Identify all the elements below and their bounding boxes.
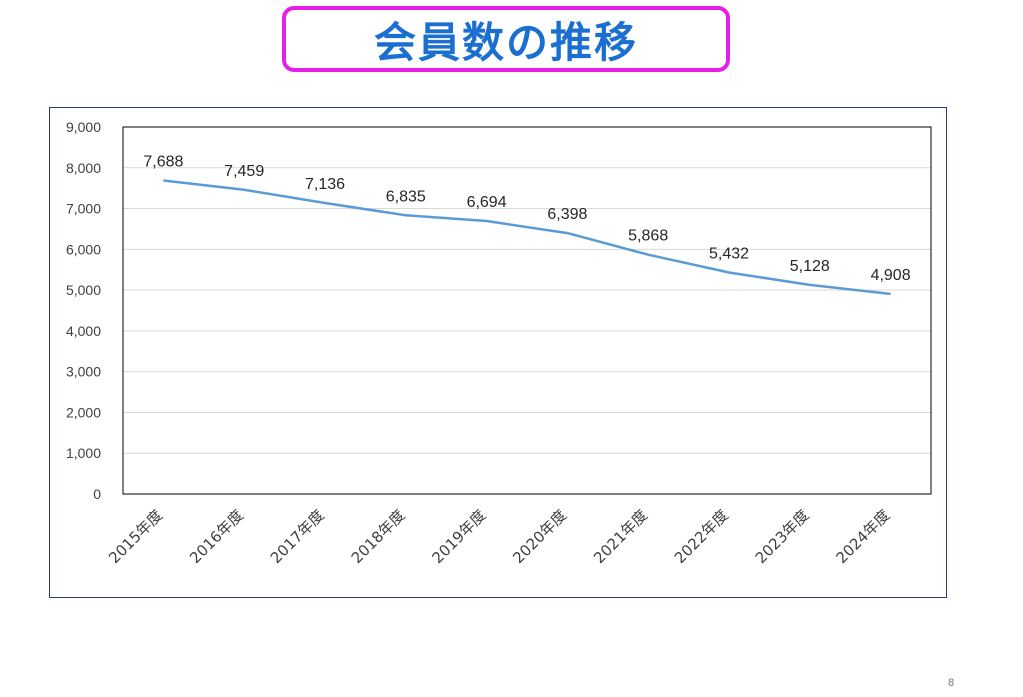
chart-frame	[49, 107, 947, 598]
y-tick-label: 3,000	[66, 364, 101, 380]
gridlines	[123, 167, 931, 454]
y-tick-label: 6,000	[66, 241, 101, 257]
y-tick-label: 0	[93, 486, 101, 502]
y-tick-label: 9,000	[66, 119, 101, 135]
x-tick-label: 2016年度	[186, 506, 247, 567]
data-labels: 7,688 7,459 7,136 6,835 6,694 6,398 5,868 5,432…	[143, 154, 910, 284]
data-label: 6,835	[386, 188, 426, 205]
title-box: 会員数の推移	[282, 6, 730, 72]
x-tick-label: 2018年度	[348, 506, 409, 567]
y-tick-label: 7,000	[66, 201, 101, 217]
y-tick-label: 5,000	[66, 282, 101, 298]
plot-area-border	[122, 126, 932, 495]
y-tick-label: 2,000	[66, 404, 101, 420]
series-line	[163, 179, 891, 296]
y-axis-ticks: 0 1,000 2,000 3,000 4,000 5,000 6,000 7,000 8,00…	[66, 119, 101, 502]
x-tick-label: 2020年度	[509, 506, 570, 567]
y-tick-label: 8,000	[66, 160, 101, 176]
data-label: 6,694	[467, 194, 507, 211]
chart-title: 会員数の推移	[373, 17, 638, 67]
data-label: 5,128	[790, 258, 830, 275]
data-label: 7,459	[224, 163, 264, 180]
data-label: 5,868	[628, 228, 668, 245]
data-label: 4,908	[871, 267, 911, 284]
y-tick-label: 1,000	[66, 445, 101, 461]
page-number: 8	[948, 677, 955, 689]
x-tick-label: 2021年度	[590, 506, 651, 567]
x-axis-ticks: 2015年度 2016年度 2017年度 2018年度 2019年度 2020年度 2021…	[105, 506, 893, 567]
x-tick-label: 2022年度	[671, 506, 732, 567]
x-tick-label: 2024年度	[832, 506, 893, 567]
x-tick-label: 2015年度	[105, 506, 166, 567]
y-tick-label: 4,000	[66, 323, 101, 339]
data-label: 7,136	[305, 176, 345, 193]
x-tick-label: 2017年度	[267, 506, 328, 567]
data-label: 5,432	[709, 245, 749, 262]
x-tick-label: 2023年度	[752, 506, 813, 567]
data-label: 6,398	[547, 206, 587, 223]
data-label: 7,688	[143, 154, 183, 171]
x-tick-label: 2019年度	[428, 506, 489, 567]
